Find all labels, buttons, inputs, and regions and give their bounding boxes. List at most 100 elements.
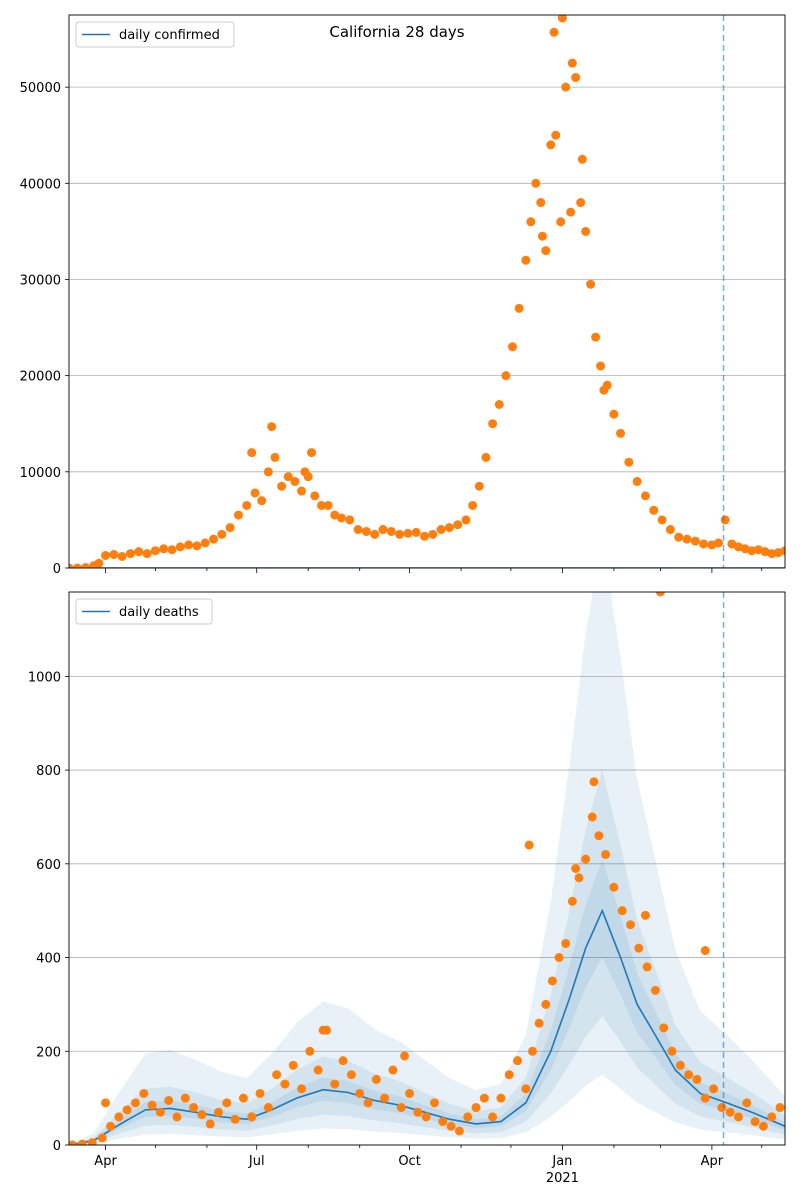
y-tick-label: 0 [53,562,61,577]
observed-point [386,526,396,536]
observed-point [421,1112,431,1122]
observed-point [429,1098,439,1108]
observed-point [591,332,601,342]
y-tick-label: 20000 [20,370,61,385]
observed-point [537,231,547,241]
observed-point [159,544,169,554]
observed-point [527,1046,537,1056]
observed-point [725,1107,735,1117]
observed-point [714,538,724,548]
observed-point [371,1074,381,1084]
observed-point [446,1121,456,1131]
observed-point [471,1103,481,1113]
observed-point [536,198,546,208]
observed-point [134,547,144,557]
observed-point [640,491,650,501]
observed-point [405,1088,415,1098]
observed-point [380,1093,390,1103]
observed-point [481,452,491,462]
observed-point [709,1084,719,1094]
observed-point [378,525,388,535]
observed-point [217,529,227,539]
observed-point [733,1112,743,1122]
observed-point [336,513,346,523]
observed-point [513,1056,523,1066]
observed-point [297,1084,307,1094]
observed-point [150,546,160,556]
axes-frame [68,14,786,569]
observed-point [438,1117,448,1127]
observed-point [488,419,498,429]
observed-point [567,896,577,906]
observed-point [222,1098,232,1108]
x-tick-label: Jul [248,1154,265,1169]
observed-point [197,1110,207,1120]
observed-point [280,1079,290,1089]
observed-point [494,400,504,410]
observed-point [117,551,127,561]
legend-label: daily confirmed [119,28,220,43]
observed-point [400,1051,410,1061]
y-tick-label: 30000 [20,273,61,288]
uncertainty-band [69,592,785,1145]
observed-point [700,946,710,956]
observed-point [514,303,524,313]
observed-point [479,1093,489,1103]
observed-point [257,496,267,506]
observed-point [346,1070,356,1080]
observed-point [370,529,380,539]
observed-point [720,515,730,525]
observed-point [488,1112,498,1122]
observed-point [634,943,644,953]
observed-point [263,467,273,477]
observed-point [323,500,333,510]
observed-point [682,534,692,544]
observed-point [189,1103,199,1113]
observed-point [589,777,599,787]
observed-point [413,1107,423,1117]
observed-point [657,515,667,525]
legend-box [75,21,235,48]
observed-point [655,592,665,597]
observed-point [567,58,577,68]
observed-point [270,452,280,462]
observed-point [521,1084,531,1094]
observed-point [581,226,591,236]
observed-point [675,1060,685,1070]
observed-point [541,999,551,1009]
observed-point [214,1107,224,1117]
deaths-panel: 0 200 400 600 800 1000 daily deaths Apr Jul Oct Ja… [28,591,786,1186]
observed-point [307,448,317,458]
observed-point [624,457,634,467]
observed-point [247,448,257,458]
observed-point [504,1070,514,1080]
y-tick-label: 50000 [20,81,61,96]
observed-point [526,217,536,227]
observed-point [94,558,104,568]
observed-point [363,1098,373,1108]
observed-point [501,371,511,381]
observed-point [667,1046,677,1056]
x-year-label: 2021 [546,1171,579,1186]
x-tick-label: Jan [551,1154,572,1169]
plot-area [69,15,785,568]
observed-point [692,1074,702,1084]
legend: daily confirmed [75,21,235,48]
observed-point [609,409,619,419]
observed-point [209,534,219,544]
uncertainty-band [69,770,785,1145]
observed-point [616,428,626,438]
observed-point [775,1103,785,1113]
observed-point [556,217,566,227]
x-tick-label: Apr [701,1154,724,1169]
observed-point [313,1065,323,1075]
observed-point [396,1103,406,1113]
observed-point [534,1018,544,1028]
observed-point [767,549,777,559]
observed-point [700,1093,710,1103]
observed-point [436,525,446,535]
observed-point [577,154,587,164]
observed-point [690,536,700,546]
observed-point [554,953,564,963]
observed-point [609,882,619,892]
